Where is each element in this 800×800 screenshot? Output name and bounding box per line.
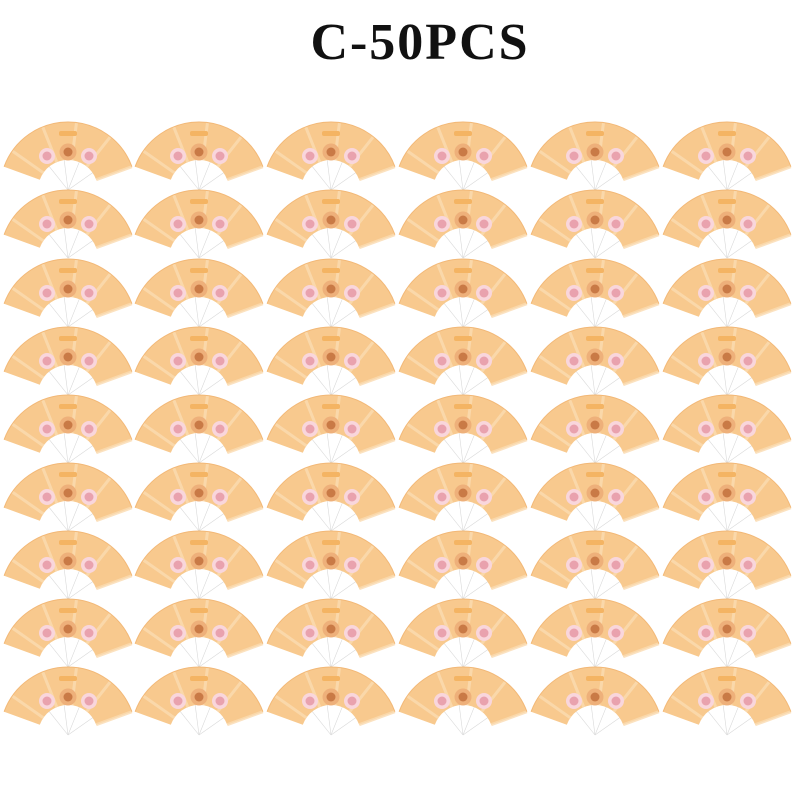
fan [2,325,134,397]
fan [661,188,793,260]
fan-grid [2,120,793,737]
fan [133,597,265,669]
fan [397,665,529,737]
fan [133,529,265,601]
fan [529,529,661,601]
fan [661,529,793,601]
fan [265,325,397,397]
fan [2,665,134,737]
fan [265,597,397,669]
fan [529,461,661,533]
fan [529,325,661,397]
title: C-50PCS [310,14,529,71]
fan [265,393,397,465]
fan [265,120,397,192]
fan [661,120,793,192]
fan [265,188,397,260]
fan [397,120,529,192]
fan [133,665,265,737]
fan [2,597,134,669]
fan [397,257,529,329]
fan [661,461,793,533]
fan [397,325,529,397]
fan [2,393,134,465]
fan [661,665,793,737]
fan [2,529,134,601]
fan [661,325,793,397]
fan [133,188,265,260]
fan [397,188,529,260]
fan [265,257,397,329]
fan [529,257,661,329]
fan [265,461,397,533]
fan [529,188,661,260]
fan [529,120,661,192]
fan [2,257,134,329]
fan [397,529,529,601]
fan [133,325,265,397]
fan [265,665,397,737]
fan [397,393,529,465]
fan [133,393,265,465]
fan [529,393,661,465]
fan [2,188,134,260]
fan [529,597,661,669]
fan [133,120,265,192]
fan [2,461,134,533]
fan [2,120,134,192]
fan [265,529,397,601]
fan [133,257,265,329]
fan [661,393,793,465]
fan [397,461,529,533]
fan [397,597,529,669]
fan [529,665,661,737]
fan [661,597,793,669]
fan [661,257,793,329]
fan [133,461,265,533]
